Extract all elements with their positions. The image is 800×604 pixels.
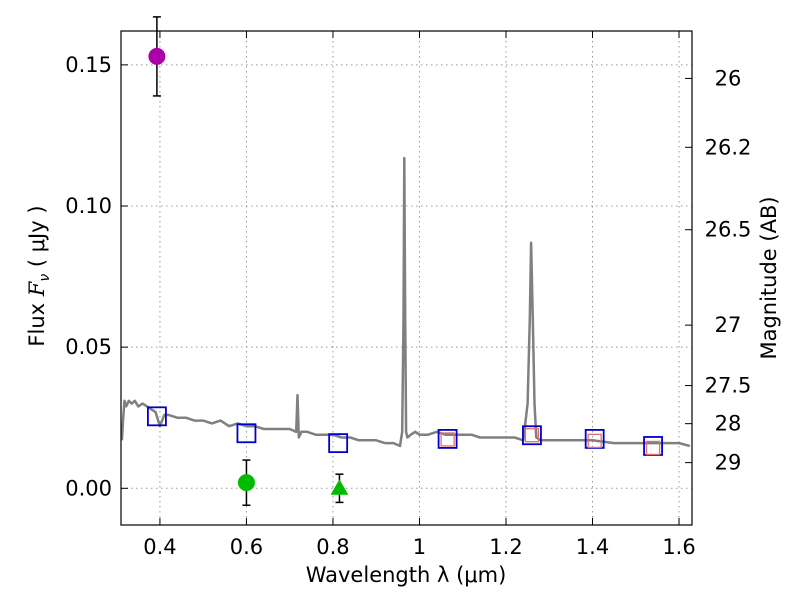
model-photometry-square: [147, 406, 167, 427]
y-tick-label: 0.15: [65, 53, 112, 77]
x-tick-label: 0.6: [230, 535, 263, 559]
photometry-point-circle: [148, 47, 166, 65]
observed-photometry-square: [524, 428, 540, 443]
ticks-layer: 0.4 0.6 0.8 1 1.2 1.4 1.6 0.00 0.05 0.10 0.15 26 26.…: [65, 31, 751, 559]
sed-model-line: [120, 156, 691, 448]
observed-photometry-square: [587, 433, 602, 449]
y2-tick-label: 26.2: [705, 135, 752, 159]
y-axis-title-subscript: ν: [37, 274, 53, 282]
y2-tick-label: 27: [715, 313, 742, 337]
y-tick-label: 0.10: [65, 194, 112, 218]
observed-photometry-square: [440, 432, 455, 447]
y2-tick-label: 27.5: [705, 374, 752, 398]
model-photometry-square: [522, 425, 542, 446]
x-tick-label: 0.4: [143, 535, 176, 559]
y2-tick-label: 29: [715, 451, 742, 475]
y2-tick-label: 28: [715, 412, 742, 436]
grid-lines: [121, 31, 692, 525]
photometry-point-triangle: [330, 479, 349, 495]
y-tick-label: 0.00: [65, 476, 112, 500]
series-layer: [120, 156, 691, 448]
y-axis-title-suffix: ( μJy ): [25, 205, 49, 273]
y2-tick-label: 26.5: [705, 218, 752, 242]
plot-frame: [120, 30, 693, 526]
observed-photometry-square: [645, 440, 661, 456]
y2-axis-title: Magnitude (AB): [757, 196, 781, 359]
y-tick-label: 0.05: [65, 335, 112, 359]
x-axis-title: Wavelength λ (μm): [306, 563, 507, 587]
x-tick-label: 1.4: [576, 535, 609, 559]
y-axis-title-prefix: Flux: [25, 296, 49, 346]
x-tick-label: 1.6: [662, 535, 695, 559]
markers-layer: [147, 16, 663, 506]
model-photometry-square: [437, 429, 458, 449]
photometry-point-circle: [237, 474, 255, 492]
model-photometry-square: [328, 433, 349, 454]
y2-tick-label: 26: [715, 66, 742, 90]
x-tick-label: 1: [413, 535, 426, 559]
y-axis-title-symbol: F: [25, 280, 49, 297]
y-axis-title: Flux Fν ( μJy ): [25, 205, 53, 346]
model-photometry-square: [236, 423, 257, 444]
x-tick-label: 1.2: [489, 535, 522, 559]
x-tick-label: 0.8: [316, 535, 349, 559]
